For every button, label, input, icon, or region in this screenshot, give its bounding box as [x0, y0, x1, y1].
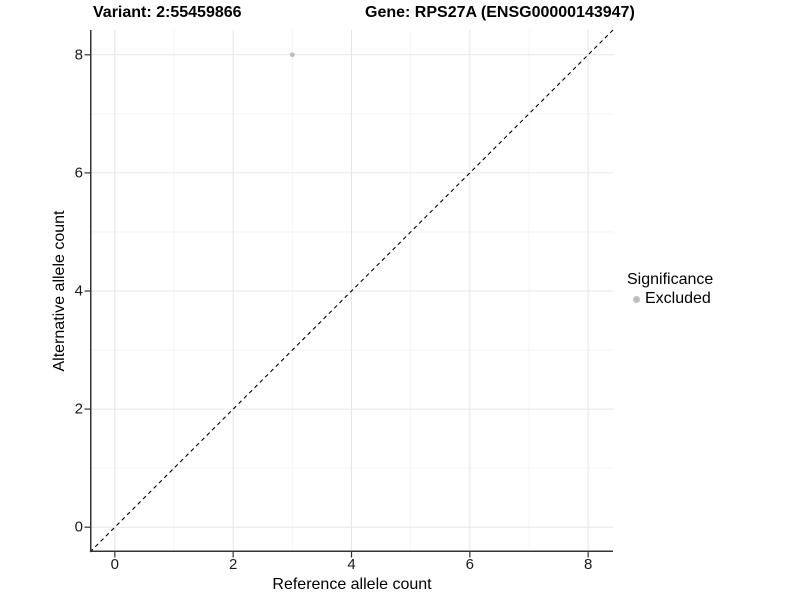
- x-tick-label: 6: [465, 556, 474, 573]
- y-tick-label: 2: [74, 400, 83, 418]
- x-tick-label: 0: [110, 556, 120, 573]
- legend-point-marker-icon: [633, 295, 640, 303]
- y-tick-label: 8: [74, 46, 83, 64]
- legend: Significance Excluded: [627, 271, 713, 308]
- plot-title-gene: Gene: RPS27A (ENSG00000143947): [365, 4, 635, 21]
- plot-canvas: [84, 29, 614, 558]
- legend-item-excluded: Excluded: [627, 290, 713, 308]
- y-tick-label: 4: [74, 282, 83, 300]
- legend-item-label: Excluded: [645, 290, 711, 307]
- identity-dashed-line: [89, 29, 614, 553]
- x-tick-label: 4: [347, 556, 356, 573]
- y-tick-label: 6: [74, 164, 83, 182]
- y-axis-title: Alternative allele count: [51, 210, 68, 372]
- plot-title-variant: Variant: 2:55459866: [93, 4, 242, 21]
- y-tick-label: 0: [74, 518, 83, 536]
- legend-title: Significance: [627, 271, 714, 288]
- x-axis-title: Reference allele count: [272, 576, 432, 593]
- x-tick-label: 2: [229, 556, 238, 573]
- plot-panel: [84, 29, 614, 558]
- x-tick-label: 8: [583, 556, 593, 573]
- data-point: [289, 52, 295, 58]
